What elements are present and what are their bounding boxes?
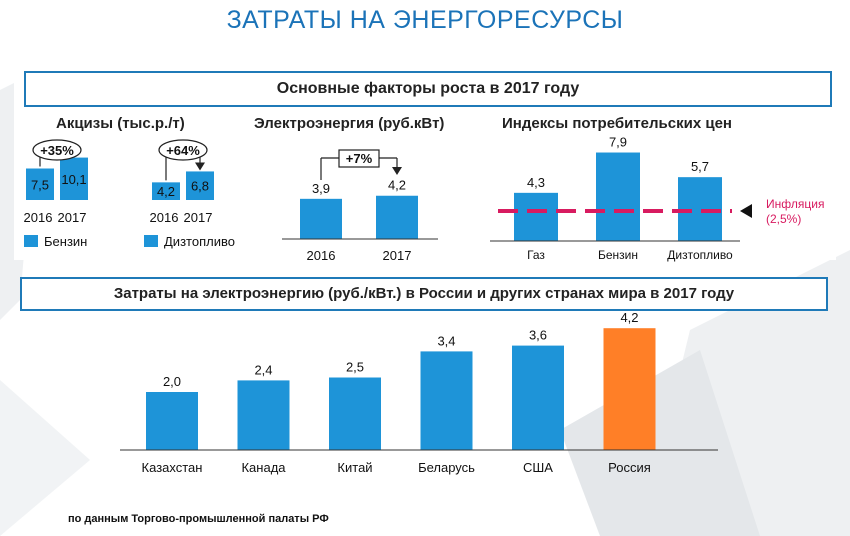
electricity-title: Электроэнергия (руб.кВт) — [254, 115, 445, 132]
excise-diesel-bar-2017 — [186, 171, 214, 200]
electricity-tick-2016: 2016 — [307, 248, 336, 263]
cpi-tick-gasoline: Бензин — [598, 248, 638, 262]
electricity-label-2016: 3,9 — [312, 181, 330, 196]
excise-diesel-arrow-icon — [195, 162, 205, 171]
excise-diesel-change-bubble — [158, 139, 208, 161]
electricity-change-label: +7% — [346, 151, 373, 166]
countries-bar-usa — [512, 345, 564, 450]
excise-gasoline-tick-2016: 2016 — [24, 210, 53, 225]
cpi-inflation-label: Инфляция — [766, 197, 824, 211]
cpi-bar-gas — [514, 192, 558, 241]
excise-gasoline-change-bubble — [32, 139, 82, 161]
excise-diesel-tick-2017: 2017 — [184, 210, 213, 225]
page-title: ЗАТРАТЫ НА ЭНЕРГОРЕСУРСЫ — [226, 6, 624, 34]
electricity-label-2017: 4,2 — [388, 178, 406, 193]
countries-label-usa: 3,6 — [529, 328, 547, 343]
bottom-section-header: Затраты на электроэнергию (руб./кВт.) в … — [20, 277, 828, 311]
top-section-header-text: Основные факторы роста в 2017 году — [276, 80, 580, 97]
excise-gasoline-bar-2016 — [26, 168, 54, 200]
excise-legend-gasoline-label: Бензин — [44, 234, 87, 249]
bottom-section-header-text: Затраты на электроэнергию (руб./кВт.) в … — [113, 285, 735, 302]
countries-tick-russia: Россия — [608, 460, 651, 475]
cpi-label-gasoline: 7,9 — [609, 135, 627, 150]
electricity-bar-2016 — [300, 198, 342, 239]
countries-label-belarus: 3,4 — [437, 333, 455, 348]
cpi-inflation-value: (2,5%) — [766, 212, 801, 226]
countries-tick-kazakhstan: Казахстан — [142, 460, 203, 475]
excise-chart: 7,5 2016 10,1 2017 +35% Бензин 4,2 2016 6,8 2017 +… — [24, 139, 235, 249]
countries-label-kazakhstan: 2,0 — [163, 374, 181, 389]
cpi-tick-gas: Газ — [527, 248, 545, 262]
excise-gasoline-tick-2017: 2017 — [58, 210, 87, 225]
excise-gasoline-label-2017: 10,1 — [61, 172, 86, 187]
excise-diesel-label-2017: 6,8 — [191, 179, 209, 194]
cpi-label-diesel: 5,7 — [691, 159, 709, 174]
countries-label-russia: 4,2 — [620, 310, 638, 325]
countries-bar-kazakhstan — [146, 392, 198, 450]
countries-bar-canada — [237, 380, 290, 450]
excise-diesel-change-label: +64% — [166, 143, 200, 158]
countries-chart: 2,0 Казахстан 2,4 Канада 2,5 Китай 3,4 Беларусь… — [120, 310, 718, 475]
excise-gasoline-label-2016: 7,5 — [31, 177, 49, 192]
countries-tick-belarus: Беларусь — [418, 460, 475, 475]
cpi-label-gas: 4,3 — [527, 175, 545, 190]
excise-diesel-tick-2016: 2016 — [150, 210, 179, 225]
excise-legend-diesel-swatch — [144, 235, 158, 247]
cpi-title: Индексы потребительских цен — [502, 115, 732, 132]
electricity-chart: 3,9 2016 4,2 2017 +7% — [282, 149, 438, 263]
excise-gasoline-bar-2017 — [60, 157, 88, 200]
cpi-chart: 4,3 Газ 7,9 Бензин 5,7 Дизтопливо Инфляция(2,5… — [490, 135, 824, 262]
cpi-inflation-pointer-icon — [740, 204, 752, 218]
countries-bar-belarus — [420, 351, 473, 450]
excise-diesel-bar-2016 — [152, 182, 180, 200]
countries-tick-canada: Канада — [241, 460, 286, 475]
electricity-tick-2017: 2017 — [383, 248, 412, 263]
electricity-arrow-icon — [392, 167, 402, 175]
cpi-tick-diesel: Дизтопливо — [667, 248, 733, 262]
cpi-bar-gasoline — [596, 152, 640, 241]
countries-tick-china: Китай — [337, 460, 372, 475]
countries-label-china: 2,5 — [346, 360, 364, 375]
countries-bar-russia — [603, 328, 656, 450]
excise-diesel-label-2016: 4,2 — [157, 184, 175, 199]
top-section-header: Основные факторы роста в 2017 году — [24, 71, 832, 107]
excise-legend-gasoline-swatch — [24, 235, 38, 247]
countries-bar-china — [329, 377, 381, 450]
countries-label-canada: 2,4 — [254, 362, 272, 377]
electricity-bar-2017 — [376, 195, 418, 239]
excise-legend-diesel-label: Дизтопливо — [164, 234, 235, 249]
countries-tick-usa: США — [523, 460, 553, 475]
excise-gasoline-change-label: +35% — [40, 143, 74, 158]
electricity-change-box — [338, 149, 380, 168]
excise-title: Акцизы (тыс.р./т) — [56, 115, 185, 132]
source-note: по данным Торгово-промышленной палаты РФ — [68, 513, 329, 525]
